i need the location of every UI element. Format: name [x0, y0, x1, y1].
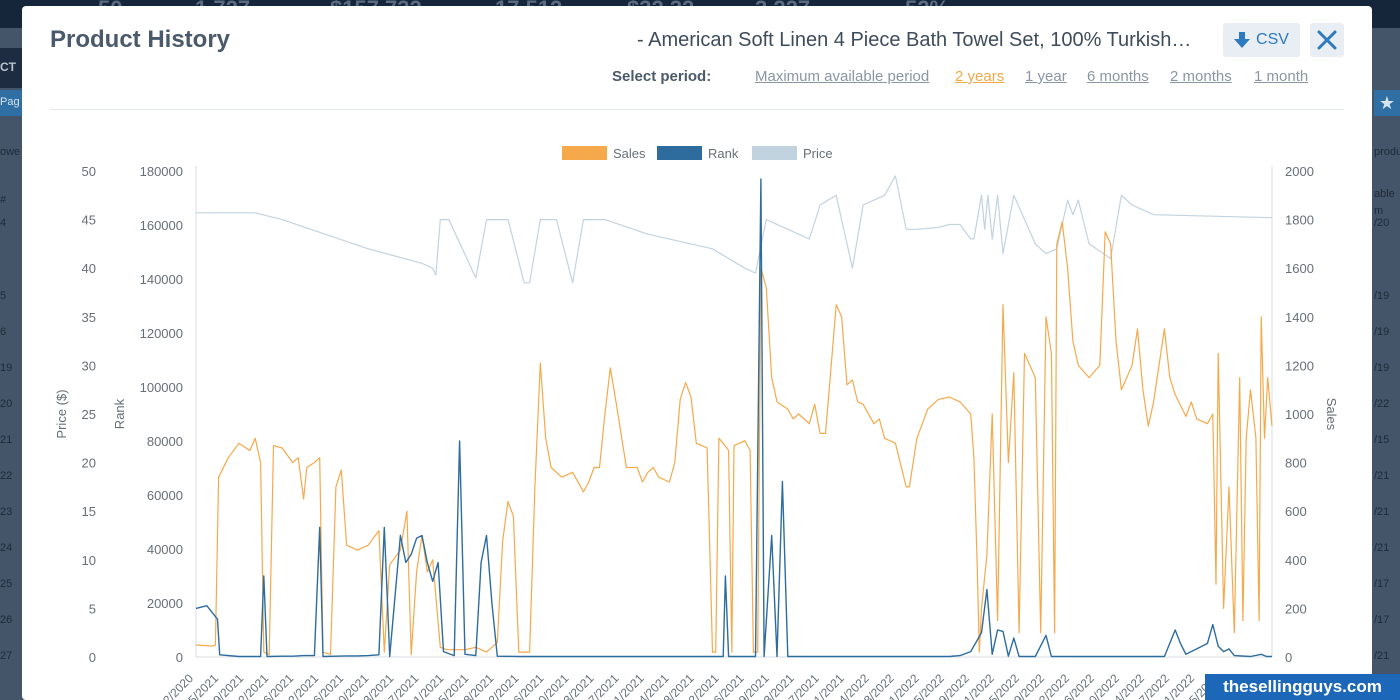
legend-label-price: Price — [803, 146, 833, 161]
rank-tick-label: 0 — [176, 650, 183, 665]
sales-tick-label: 0 — [1285, 650, 1292, 665]
price-tick-label: 25 — [82, 407, 96, 422]
price-tick-label: 45 — [82, 213, 96, 228]
price-tick-label: 35 — [82, 310, 96, 325]
close-button[interactable] — [1310, 23, 1344, 57]
rank-tick-label: 140000 — [140, 272, 183, 287]
rank-axis-title: Rank — [112, 398, 127, 429]
sales-tick-label: 1400 — [1285, 310, 1314, 325]
sales-tick-label: 1800 — [1285, 213, 1314, 228]
background-row-label: produ — [1374, 146, 1400, 158]
period-1-year[interactable]: 1 year — [1025, 68, 1067, 85]
background-row-value: /21 — [1374, 506, 1390, 518]
background-column-header: m — [1374, 205, 1384, 217]
background-row-value: /21 — [1374, 650, 1390, 662]
sales-tick-label: 200 — [1285, 601, 1307, 616]
rank-tick-label: 40000 — [147, 542, 183, 557]
rank-tick-label: 20000 — [147, 596, 183, 611]
background-row-number: 19 — [0, 362, 13, 374]
legend-swatch-sales — [562, 146, 607, 160]
background-nav: CT — [0, 48, 24, 88]
sales-axis-title: Sales — [1324, 398, 1339, 431]
background-row-value: /21 — [1374, 542, 1390, 554]
background-row-value: /22 — [1374, 398, 1390, 410]
csv-button-label: CSV — [1256, 31, 1289, 48]
sales-tick-label: 600 — [1285, 504, 1307, 519]
series-line-rank — [195, 178, 1272, 658]
period-max[interactable]: Maximum available period — [755, 68, 930, 85]
background-right-panel: ★ produ able m/20/19/19/19/22/15/21/21/21 /… — [1372, 28, 1400, 700]
download-arrow-icon — [1234, 32, 1251, 48]
watermark: thesellingguys.com — [1205, 674, 1400, 700]
rank-tick-label: 100000 — [140, 380, 183, 395]
background-row-value: /19 — [1374, 290, 1390, 302]
rank-tick-label: 80000 — [147, 434, 183, 449]
background-row-value: /17 — [1374, 614, 1390, 626]
select-period-label: Select period: — [612, 68, 712, 85]
period-6-months[interactable]: 6 months — [1087, 68, 1149, 85]
background-row-number: 24 — [0, 542, 13, 554]
rank-tick-label: 60000 — [147, 488, 183, 503]
sales-tick-label: 800 — [1285, 456, 1307, 471]
background-row-number: 22 — [0, 470, 13, 482]
period-1-month[interactable]: 1 month — [1254, 68, 1309, 85]
price-tick-label: 15 — [82, 504, 96, 519]
star-icon: ★ — [1374, 90, 1400, 116]
close-x-icon — [1317, 30, 1337, 50]
price-tick-label: 30 — [82, 358, 96, 373]
price-tick-label: 0 — [89, 650, 96, 665]
rank-tick-label: 120000 — [140, 326, 183, 341]
product-history-modal: Product History - American Soft Linen 4 … — [22, 6, 1372, 700]
price-axis-title: Price ($) — [54, 389, 69, 438]
series-line-price — [196, 175, 1273, 284]
sales-tick-label: 400 — [1285, 553, 1307, 568]
sales-tick-label: 1200 — [1285, 358, 1314, 373]
price-tick-label: 5 — [89, 601, 96, 616]
background-column-header: # — [0, 194, 7, 206]
background-row-number: 5 — [0, 290, 7, 302]
header-divider — [50, 109, 1344, 110]
sales-tick-label: 2000 — [1285, 164, 1314, 179]
background-row-value: /20 — [1374, 217, 1390, 229]
period-2-months[interactable]: 2 months — [1170, 68, 1232, 85]
background-row-value: /19 — [1374, 362, 1390, 374]
rank-tick-label: 180000 — [140, 164, 183, 179]
background-row-number: 27 — [0, 650, 13, 662]
legend-swatch-price — [752, 146, 797, 160]
background-row-number: 26 — [0, 614, 13, 626]
background-left-panel: CT Pag owe #4 5 6 19 20 21 22 23 24 25 26 27 — [0, 28, 24, 700]
background-row-value: /17 — [1374, 578, 1390, 590]
price-tick-label: 40 — [82, 261, 96, 276]
legend-label-rank: Rank — [708, 146, 739, 161]
product-name: - American Soft Linen 4 Piece Bath Towel… — [637, 29, 1192, 51]
background-row-number: 25 — [0, 578, 13, 590]
background-row-number: 4 — [0, 217, 7, 229]
sales-tick-label: 1600 — [1285, 261, 1314, 276]
background-page-button: Pag — [0, 90, 24, 116]
legend-label-sales: Sales — [613, 146, 646, 161]
background-column-header: able — [1374, 188, 1395, 200]
background-row-number: 20 — [0, 398, 13, 410]
rank-tick-label: 160000 — [140, 218, 183, 233]
modal-title: Product History — [50, 26, 231, 53]
background-row-number: 21 — [0, 434, 13, 446]
price-tick-label: 20 — [82, 456, 96, 471]
background-row-value: /21 — [1374, 470, 1390, 482]
price-tick-label: 50 — [82, 164, 96, 179]
series-line-sales — [195, 221, 1273, 656]
background-row-number: 6 — [0, 326, 7, 338]
product-history-chart: 0510152025303540455002000040000600008000… — [54, 146, 1339, 700]
price-tick-label: 10 — [82, 553, 96, 568]
background-row-label: owe — [0, 146, 21, 158]
background-row-number: 23 — [0, 506, 13, 518]
legend-swatch-rank — [657, 146, 702, 160]
sales-tick-label: 1000 — [1285, 407, 1314, 422]
background-row-value: /19 — [1374, 326, 1390, 338]
csv-download-button[interactable]: CSV — [1223, 23, 1300, 57]
period-2-years[interactable]: 2 years — [955, 68, 1005, 85]
background-row-value: /15 — [1374, 434, 1390, 446]
